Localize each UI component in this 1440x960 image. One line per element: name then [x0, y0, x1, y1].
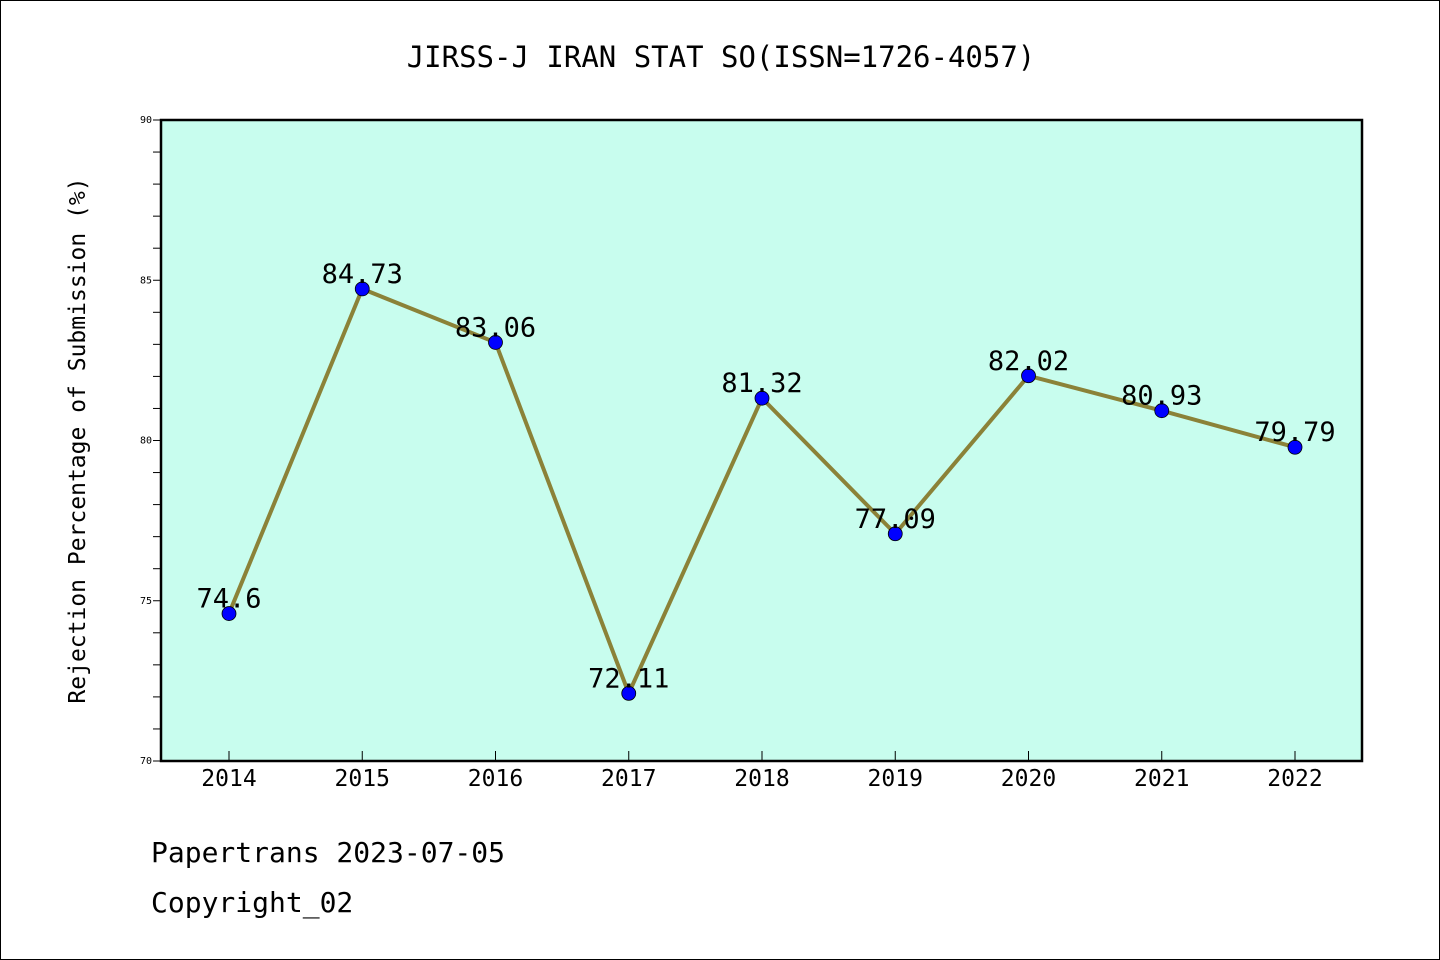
footer-copyright-line: Copyright_02: [151, 886, 354, 919]
data-point: [1287, 439, 1303, 455]
data-point: [754, 390, 770, 406]
x-tick-label: 2015: [335, 766, 390, 792]
data-label: 74.6: [196, 584, 261, 615]
data-label: 82.02: [988, 346, 1069, 377]
data-label: 80.93: [1121, 381, 1202, 412]
data-point: [621, 685, 637, 701]
data-label: 83.06: [455, 312, 536, 343]
y-axis-label: Rejection Percentage of Submission (%): [65, 177, 91, 703]
x-tick-label: 2019: [868, 766, 923, 792]
footer-date-line: Papertrans 2023-07-05: [151, 836, 506, 869]
data-label: 84.73: [322, 259, 403, 290]
y-tick-label: 70: [140, 756, 152, 767]
data-label: 79.79: [1254, 417, 1335, 448]
data-label: 77.09: [855, 504, 936, 535]
data-point: [488, 335, 503, 350]
y-tick-label: 80: [140, 436, 152, 447]
x-tick-label: 2022: [1267, 766, 1322, 792]
x-tick-label: 2020: [1001, 766, 1056, 792]
data-point: [887, 526, 903, 542]
data-point: [1154, 403, 1170, 419]
x-tick-label: 2018: [734, 766, 789, 792]
data-point: [1021, 368, 1036, 384]
data-point: [354, 281, 370, 297]
y-tick-label: 75: [140, 596, 152, 607]
y-tick-label: 90: [140, 115, 152, 126]
x-tick-label: 2021: [1134, 766, 1189, 792]
data-label: 81.32: [721, 368, 802, 399]
data-label: 72.11: [588, 663, 669, 694]
x-tick-label: 2016: [468, 766, 523, 792]
x-tick-label: 2014: [201, 766, 256, 792]
data-point: [221, 606, 237, 621]
x-tick-label: 2017: [601, 766, 656, 792]
chart-title: JIRSS-J IRAN STAT SO(ISSN=1726-4057): [407, 40, 1036, 74]
y-tick-label: 85: [140, 275, 152, 286]
plot-area: [159, 118, 1364, 763]
